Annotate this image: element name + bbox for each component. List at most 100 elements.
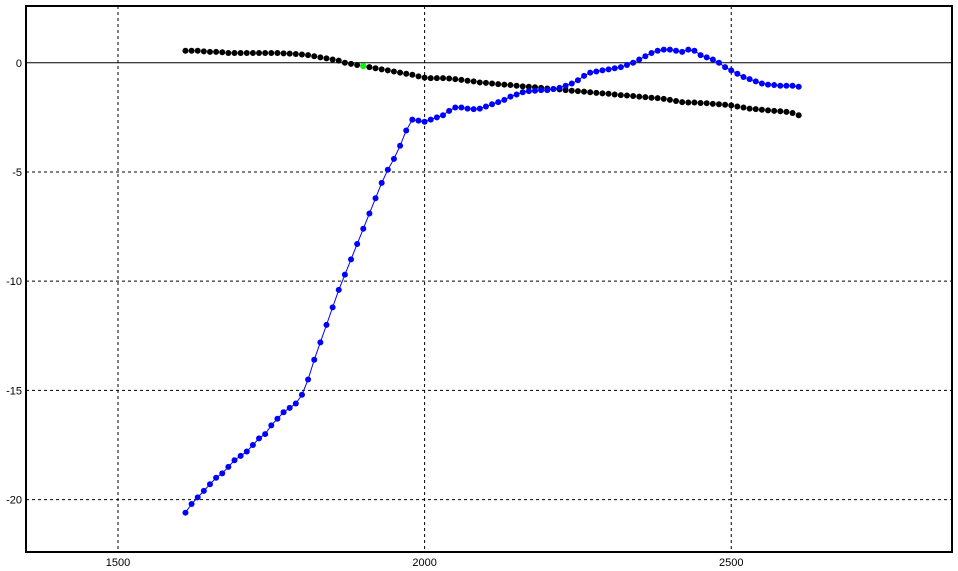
y-tick-label: -15	[6, 385, 22, 397]
data-point	[280, 50, 287, 57]
data-point	[648, 94, 655, 101]
data-point	[617, 92, 624, 99]
data-point	[685, 46, 692, 53]
data-point	[188, 47, 195, 54]
data-point	[495, 81, 502, 88]
data-point	[605, 90, 612, 97]
x-tick-label: 1500	[106, 557, 130, 569]
data-point	[611, 91, 618, 98]
data-point	[611, 65, 618, 72]
data-point	[525, 83, 532, 90]
data-point	[795, 112, 802, 119]
data-point	[188, 500, 195, 507]
data-point	[384, 67, 391, 74]
data-point	[666, 96, 673, 103]
data-point	[182, 47, 189, 54]
data-point	[489, 101, 496, 108]
y-tick-label: 0	[16, 58, 22, 70]
data-point	[274, 415, 281, 422]
data-point	[384, 166, 391, 173]
data-point	[587, 69, 594, 76]
data-point	[317, 339, 324, 346]
data-point	[513, 82, 520, 89]
data-point	[440, 75, 447, 82]
data-point	[795, 83, 802, 90]
data-point	[556, 84, 563, 91]
data-point	[599, 67, 606, 74]
data-point	[366, 210, 373, 217]
data-point	[593, 89, 600, 96]
y-tick-label: -10	[6, 276, 22, 288]
data-point	[581, 72, 588, 79]
data-point	[378, 179, 385, 186]
data-point	[642, 53, 649, 60]
data-point	[728, 102, 735, 109]
data-point	[482, 79, 489, 86]
data-point	[544, 87, 551, 94]
data-point	[789, 110, 796, 117]
data-point	[256, 435, 263, 442]
data-point	[243, 49, 250, 56]
data-point	[513, 91, 520, 98]
data-point	[691, 47, 698, 54]
data-point	[574, 88, 581, 95]
data-point	[219, 470, 226, 477]
data-point	[262, 431, 269, 438]
data-point	[421, 74, 428, 81]
data-point	[348, 60, 355, 67]
data-point	[397, 69, 404, 76]
data-point	[458, 76, 465, 83]
data-point	[231, 49, 238, 56]
data-point	[715, 59, 722, 66]
data-point	[292, 51, 299, 58]
data-point	[409, 71, 416, 78]
data-point	[225, 463, 232, 470]
data-point	[256, 49, 263, 56]
data-point	[574, 77, 581, 84]
data-point	[390, 68, 397, 75]
data-point	[525, 88, 532, 95]
data-point	[685, 99, 692, 106]
data-point	[703, 100, 710, 107]
data-point	[771, 107, 778, 114]
data-point	[722, 64, 729, 71]
data-point	[262, 49, 269, 56]
data-point	[765, 81, 772, 88]
data-point	[654, 47, 661, 54]
data-point	[758, 106, 765, 113]
data-point	[397, 142, 404, 149]
data-point	[709, 56, 716, 63]
data-point	[237, 49, 244, 56]
data-point	[298, 51, 305, 58]
data-point	[507, 93, 514, 100]
data-point	[734, 70, 741, 77]
data-point	[427, 75, 434, 82]
highlighted-point	[360, 63, 367, 70]
data-point	[501, 81, 508, 88]
data-point	[783, 108, 790, 115]
data-point	[219, 49, 226, 56]
data-point	[648, 49, 655, 56]
data-point	[249, 441, 256, 448]
data-point	[458, 104, 465, 111]
data-point	[482, 103, 489, 110]
data-point	[679, 48, 686, 55]
data-point	[237, 452, 244, 459]
data-point	[777, 82, 784, 89]
data-point	[452, 104, 459, 111]
data-point	[274, 49, 281, 56]
data-point	[213, 48, 220, 55]
data-point	[200, 48, 207, 55]
data-point	[728, 67, 735, 74]
data-point	[740, 73, 747, 80]
data-point	[605, 66, 612, 73]
data-point	[305, 376, 312, 383]
data-point	[403, 70, 410, 77]
data-point	[182, 509, 189, 516]
data-point	[758, 80, 765, 87]
data-point	[501, 96, 508, 103]
data-point	[538, 87, 545, 94]
data-point	[519, 83, 526, 90]
data-point	[568, 80, 575, 87]
